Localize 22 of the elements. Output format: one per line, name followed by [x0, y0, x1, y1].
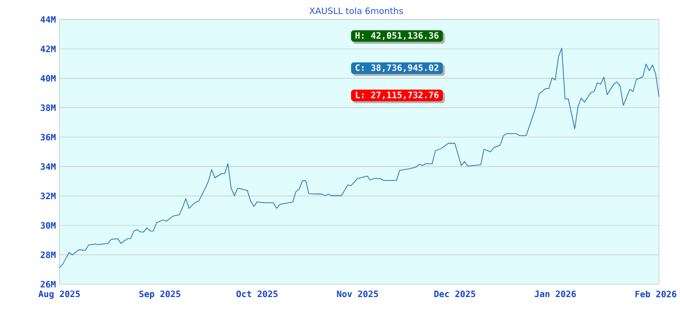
- x-tick-label: Feb 2026: [636, 290, 676, 298]
- x-tick-label: Oct 2025: [236, 290, 278, 297]
- x-tick-label: Nov 2025: [337, 290, 378, 297]
- y-tick-label: 38M: [40, 104, 56, 111]
- line-series: [58, 48, 660, 268]
- annotation: C: 38,736,945.02: [356, 64, 438, 72]
- y-tick-label: 40M: [40, 74, 56, 82]
- y-tick-label: 34M: [40, 163, 56, 170]
- x-tick-label: Jan 2026: [534, 290, 576, 297]
- x-tick-label: Sep 2025: [139, 290, 180, 299]
- chart-title: XAUSLL tola 6months: [309, 7, 403, 14]
- annotation: L: 27,115,732.76: [356, 91, 439, 100]
- annotation: H: 42,051,136.36: [356, 32, 439, 40]
- y-tick-label: 36M: [40, 134, 56, 140]
- y-tick-label: 30M: [40, 222, 56, 228]
- y-tick-label: 42M: [40, 45, 56, 52]
- y-tick-label: 44M: [40, 16, 56, 22]
- x-tick-label: Dec 2025: [434, 290, 476, 297]
- y-tick-label: 32M: [40, 192, 56, 200]
- x-tick-label: Aug 2025: [38, 290, 80, 299]
- y-tick-label: 28M: [40, 251, 56, 258]
- y-tick-label: 26M: [40, 280, 56, 288]
